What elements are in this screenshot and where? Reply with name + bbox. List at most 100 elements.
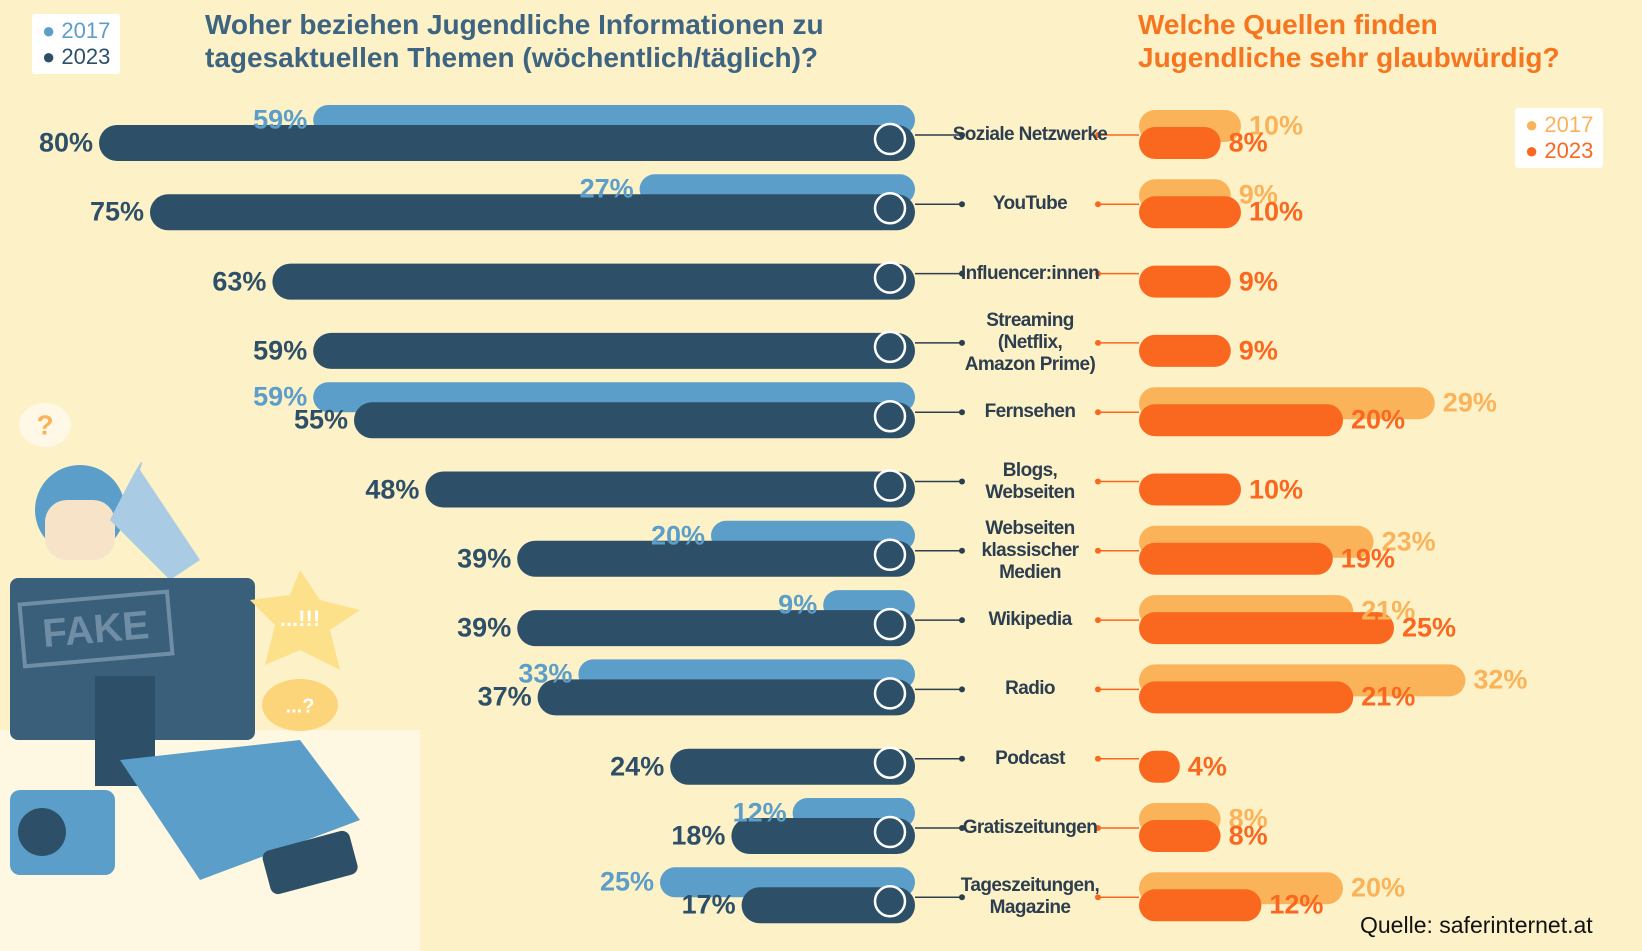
icon	[873, 607, 907, 641]
legend-entry: ● 2017	[1525, 112, 1593, 138]
category-label: Streaming (Netflix, Amazon Prime)	[964, 309, 1096, 375]
legend-label: 2017	[1544, 112, 1594, 137]
bar	[731, 818, 915, 854]
connector-dot	[1095, 339, 1101, 346]
value-label: 18%	[671, 820, 726, 851]
stamp	[17, 589, 175, 669]
legend: ● 2017 ● 2023	[32, 14, 121, 74]
value-label: 10%	[1249, 110, 1304, 141]
value-label: 33%	[518, 658, 573, 689]
bar	[517, 610, 915, 647]
connector-dot	[1095, 132, 1101, 138]
chart-title: Welche Quellen finden Jugendliche sehr g…	[1138, 9, 1560, 73]
connector-dot	[1095, 755, 1101, 762]
legend-label: 2023	[1544, 138, 1594, 163]
connector-dot	[1095, 270, 1101, 277]
legend: ● 2017 ● 2023	[1515, 108, 1604, 168]
bar	[1139, 681, 1354, 714]
icon	[873, 815, 907, 849]
connector-dot	[1095, 894, 1101, 901]
bar	[1139, 196, 1241, 229]
legend-marker: ●	[1525, 112, 1545, 137]
value-label: 63%	[212, 266, 267, 297]
bar	[1139, 750, 1180, 783]
legend-entry: ● 2017	[42, 18, 110, 44]
category-label: Blogs, Webseiten	[985, 459, 1075, 503]
icon	[873, 469, 907, 502]
connector-dot	[1095, 201, 1101, 208]
illustration-text: ?	[36, 409, 53, 440]
category-label: Influencer:innen	[960, 262, 1100, 284]
category-label: Podcast	[995, 747, 1065, 769]
arm	[110, 461, 200, 580]
bar	[1139, 334, 1231, 367]
value-label: 10%	[1249, 474, 1304, 504]
value-label: 55%	[293, 404, 348, 435]
value-label: 32%	[1473, 664, 1528, 695]
connector-dot	[1095, 686, 1101, 693]
icon	[873, 330, 907, 364]
value-label: 59%	[253, 381, 308, 412]
source: Quelle: saferinternet.at	[1360, 912, 1593, 938]
legend-marker: ●	[1525, 138, 1545, 163]
icon	[873, 746, 907, 779]
value-label: 20%	[1351, 404, 1406, 435]
value-label: 20%	[1351, 872, 1406, 903]
question-bubble-shape	[19, 403, 71, 447]
bar	[1139, 265, 1231, 298]
bar	[1139, 612, 1394, 645]
bar	[1139, 889, 1262, 922]
legend-label: 2017	[61, 18, 111, 43]
connector-dot	[959, 686, 965, 693]
connector-dot	[1095, 409, 1101, 416]
bar	[741, 887, 915, 924]
illustration-text: ...!!!	[280, 606, 320, 631]
connector-dot	[959, 547, 965, 554]
bubble-shape	[262, 679, 338, 731]
bar	[313, 332, 915, 369]
bar	[425, 471, 915, 508]
value-label: 12%	[732, 797, 787, 828]
speaker	[18, 808, 66, 856]
bar	[537, 679, 915, 716]
value-label: 21%	[1361, 595, 1416, 626]
bar	[670, 748, 915, 785]
bar	[517, 540, 915, 577]
connector-dot	[1095, 478, 1101, 485]
bar	[99, 125, 915, 161]
icon	[873, 399, 907, 433]
value-label: 20%	[650, 520, 705, 551]
value-label: 25%	[1402, 612, 1457, 643]
illustration	[10, 403, 360, 895]
monitor	[10, 578, 255, 740]
value-label: 39%	[457, 543, 512, 574]
connector-dot	[959, 617, 965, 624]
connector-dot	[959, 339, 965, 346]
icon	[873, 538, 907, 572]
bar	[272, 263, 915, 300]
icon	[873, 122, 907, 156]
bar	[1139, 473, 1241, 506]
value-label: 8%	[1228, 820, 1268, 851]
bar	[1139, 542, 1333, 575]
value-label: 80%	[38, 127, 93, 158]
legend-marker: ●	[42, 44, 62, 69]
category-label: Gratiszeitungen	[962, 817, 1098, 838]
icon	[873, 261, 907, 294]
bar	[150, 194, 915, 231]
keyboard	[120, 740, 360, 880]
illustration-text: FAKE	[41, 603, 151, 656]
value-label: 9%	[1238, 266, 1278, 297]
category-label: Tageszeitungen, Magazine	[960, 875, 1100, 919]
value-label: 37%	[477, 681, 532, 712]
connector-dot	[959, 409, 965, 416]
connector-dot	[959, 270, 965, 277]
icon	[873, 885, 907, 918]
legend-marker: ●	[42, 18, 62, 43]
bar	[1139, 820, 1221, 852]
legend-entry: ● 2023	[42, 44, 110, 70]
value-label: 48%	[365, 474, 420, 504]
legend-entry: ● 2023	[1525, 138, 1593, 164]
illustration-text: ...?	[286, 695, 315, 717]
